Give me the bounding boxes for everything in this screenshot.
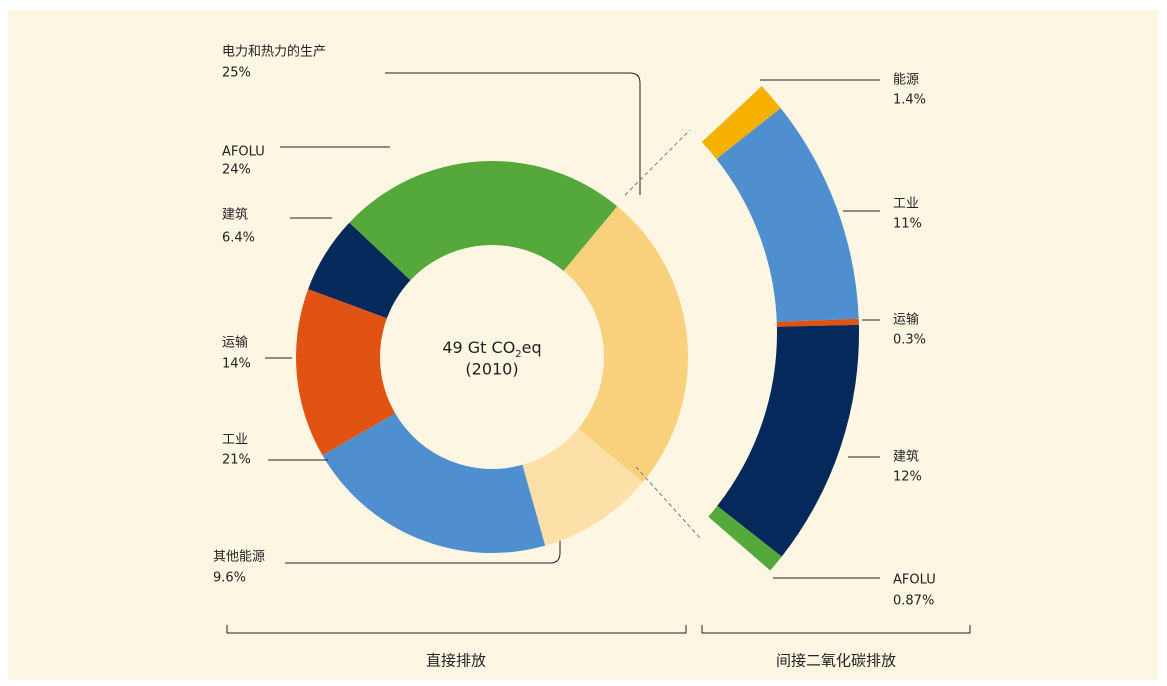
value-label: 14% [222, 357, 251, 372]
category-label: AFOLU [222, 145, 265, 160]
donut-segment [349, 161, 618, 281]
value-label: 0.87% [893, 594, 934, 609]
category-label: AFOLU [893, 573, 936, 588]
value-label: 12% [893, 470, 922, 485]
center-title-sub: 2 [515, 349, 521, 360]
arc-segment [708, 505, 782, 571]
value-label: 11% [893, 217, 922, 232]
center-title-tail: eq [522, 338, 542, 357]
category-label: 运输 [222, 335, 248, 351]
category-label: 电力和热力的生产 [222, 44, 326, 60]
center-title: 49 Gt CO2eq [442, 338, 541, 361]
value-label: 6.4% [222, 231, 255, 246]
bracket [701, 625, 971, 634]
value-label: 21% [222, 453, 251, 468]
dashed-connector [635, 466, 701, 539]
category-label: 运输 [893, 312, 919, 328]
donut-segment [296, 289, 396, 456]
background [8, 10, 1158, 680]
donut-segment [322, 413, 546, 553]
arc-segment [717, 324, 859, 557]
donut-segment [563, 206, 688, 483]
center-title-main: 49 Gt CO [442, 338, 515, 357]
category-label: 建筑 [893, 449, 919, 465]
center-subtitle: (2010) [465, 360, 518, 379]
arc-segment [701, 86, 781, 160]
category-label: 建筑 [222, 207, 248, 223]
caption: 间接二氧化碳排放 [776, 652, 896, 670]
value-label: 24% [222, 163, 251, 178]
donut-segment [522, 428, 643, 546]
value-label: 9.6% [213, 571, 246, 586]
bracket [226, 625, 687, 634]
category-label: 其他能源 [213, 550, 265, 565]
category-label: 能源 [893, 73, 919, 88]
arc-segment [716, 108, 859, 322]
caption: 直接排放 [426, 652, 486, 670]
arc-segment [776, 318, 859, 327]
connector [285, 537, 561, 564]
value-label: 0.3% [893, 333, 926, 348]
dashed-connector [624, 129, 691, 196]
donut-segment [308, 222, 411, 319]
value-label: 25% [222, 66, 251, 81]
connector [385, 72, 641, 195]
value-label: 1.4% [893, 93, 926, 108]
category-label: 工业 [222, 433, 248, 448]
category-label: 工业 [893, 197, 919, 212]
